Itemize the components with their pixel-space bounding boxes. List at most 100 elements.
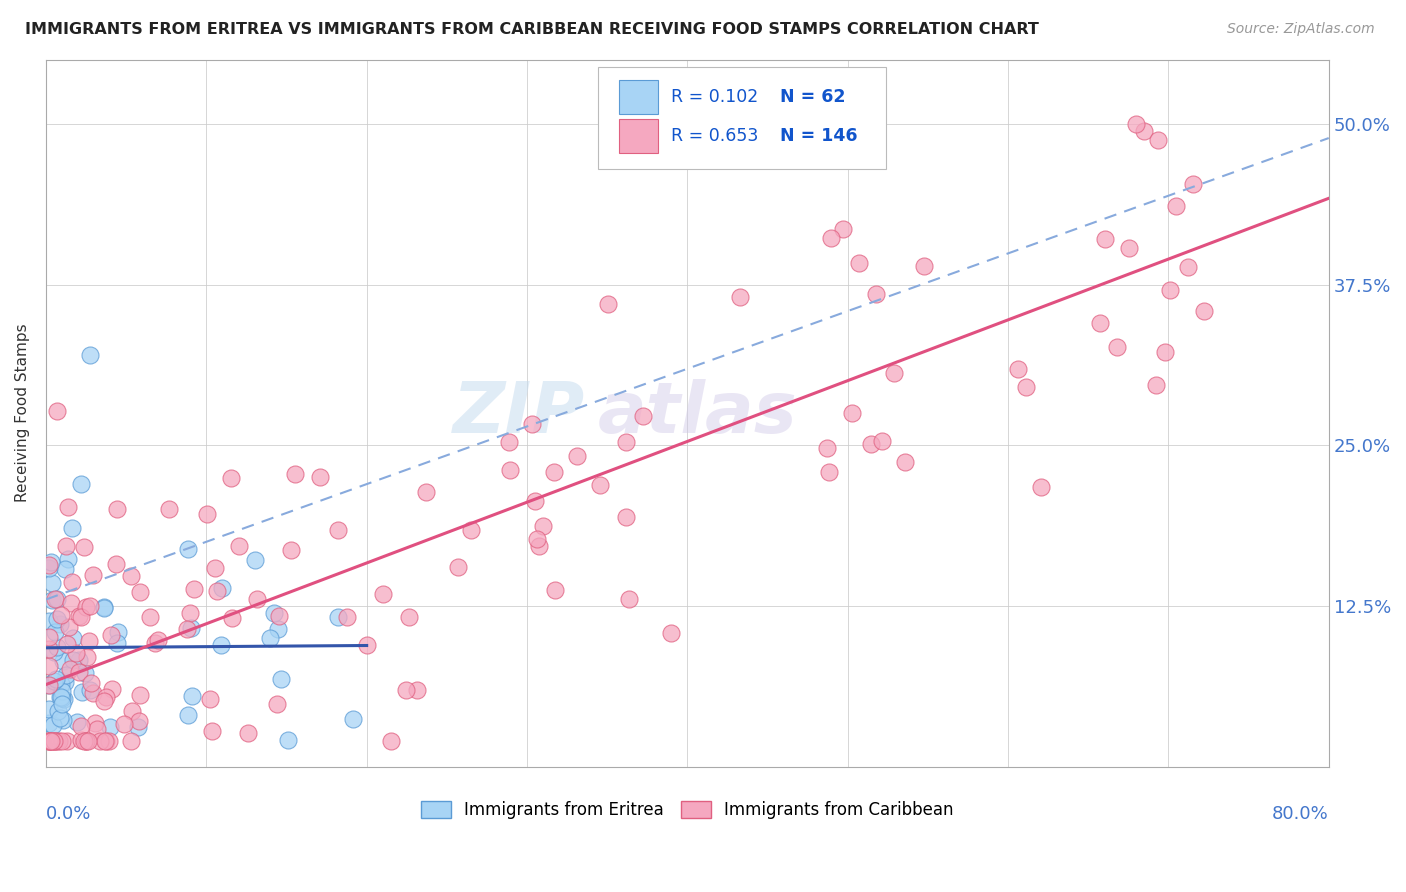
Point	[75, 666, 97, 681]
Point	[204, 561, 226, 575]
Point	[195, 507, 218, 521]
Point	[177, 542, 200, 557]
Point	[97, 734, 120, 748]
Point	[60, 521, 83, 535]
Point	[42, 718, 65, 732]
Point	[46, 612, 69, 626]
Point	[72, 685, 94, 699]
Point	[128, 689, 150, 703]
Text: R = 0.653: R = 0.653	[671, 127, 758, 145]
Point	[631, 409, 654, 423]
Point	[859, 436, 882, 450]
Point	[1192, 304, 1215, 318]
Point	[62, 632, 84, 646]
Point	[65, 646, 87, 660]
Point	[205, 584, 228, 599]
Point	[498, 434, 520, 449]
Point	[84, 715, 107, 730]
Point	[415, 485, 437, 500]
Text: N = 62: N = 62	[780, 88, 845, 106]
Text: Source: ZipAtlas.com: Source: ZipAtlas.com	[1227, 22, 1375, 37]
Point	[39, 734, 62, 748]
Point	[38, 678, 60, 692]
Point	[76, 650, 98, 665]
Point	[1144, 378, 1167, 392]
Point	[912, 259, 935, 273]
Point	[1133, 124, 1156, 138]
Point	[209, 639, 232, 653]
Point	[52, 654, 75, 668]
Point	[1094, 232, 1116, 246]
Point	[56, 637, 79, 651]
Point	[183, 582, 205, 597]
Point	[619, 592, 641, 607]
Point	[531, 519, 554, 533]
FancyBboxPatch shape	[598, 67, 886, 169]
Point	[75, 734, 97, 748]
Point	[127, 720, 149, 734]
Point	[79, 348, 101, 362]
Point	[1177, 260, 1199, 274]
Point	[277, 733, 299, 747]
Point	[614, 435, 637, 450]
Point	[380, 734, 402, 748]
Point	[82, 568, 104, 582]
Point	[544, 582, 567, 597]
Point	[176, 622, 198, 636]
Point	[38, 560, 60, 574]
Point	[526, 532, 548, 546]
Point	[865, 287, 887, 301]
Text: 0.0%: 0.0%	[46, 805, 91, 823]
Point	[128, 585, 150, 599]
Point	[46, 734, 69, 748]
Text: R = 0.102: R = 0.102	[671, 88, 758, 106]
Point	[56, 734, 79, 748]
Point	[1088, 316, 1111, 330]
Point	[53, 674, 76, 689]
Point	[46, 591, 69, 606]
Point	[49, 607, 72, 622]
Point	[45, 640, 67, 654]
Point	[543, 465, 565, 479]
Point	[825, 128, 848, 142]
Point	[181, 689, 204, 703]
Point	[94, 734, 117, 748]
Point	[280, 543, 302, 558]
Point	[44, 591, 66, 606]
Text: IMMIGRANTS FROM ERITREA VS IMMIGRANTS FROM CARIBBEAN RECEIVING FOOD STAMPS CORRE: IMMIGRANTS FROM ERITREA VS IMMIGRANTS FR…	[25, 22, 1039, 37]
Point	[406, 682, 429, 697]
Point	[82, 686, 104, 700]
Point	[41, 576, 63, 591]
Point	[66, 715, 89, 730]
Point	[245, 552, 267, 566]
Point	[179, 607, 201, 621]
Point	[177, 708, 200, 723]
Point	[69, 610, 91, 624]
Point	[883, 366, 905, 380]
Point	[211, 581, 233, 595]
Point	[62, 652, 84, 666]
Point	[1007, 361, 1029, 376]
Point	[728, 290, 751, 304]
Point	[80, 675, 103, 690]
Point	[1015, 380, 1038, 394]
Point	[52, 713, 75, 727]
Point	[841, 406, 863, 420]
Legend: Immigrants from Eritrea, Immigrants from Caribbean: Immigrants from Eritrea, Immigrants from…	[415, 794, 960, 825]
Point	[221, 610, 243, 624]
Point	[49, 676, 72, 690]
Point	[246, 592, 269, 607]
Point	[55, 539, 77, 553]
Point	[105, 501, 128, 516]
Y-axis label: Receiving Food Stamps: Receiving Food Stamps	[15, 324, 30, 502]
Point	[69, 609, 91, 624]
Point	[55, 668, 77, 682]
Point	[342, 712, 364, 726]
Point	[70, 476, 93, 491]
Point	[42, 734, 65, 748]
Point	[93, 601, 115, 615]
Point	[524, 494, 547, 508]
FancyBboxPatch shape	[620, 80, 658, 114]
Point	[157, 501, 180, 516]
Point	[1118, 241, 1140, 255]
